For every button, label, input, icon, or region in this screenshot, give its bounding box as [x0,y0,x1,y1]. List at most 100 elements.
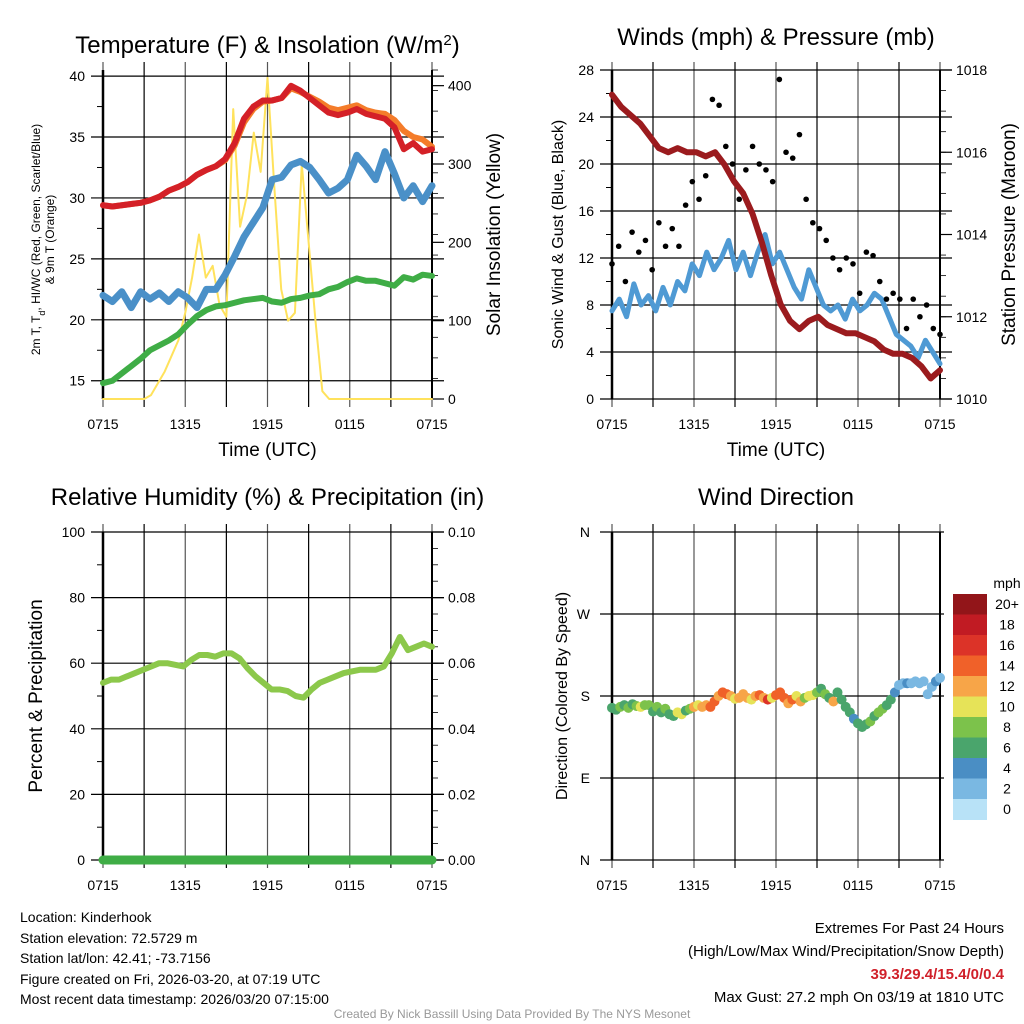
gust-point [890,290,896,297]
direction-point [889,687,900,698]
x-tick-label: 1915 [252,877,283,893]
colorbar-title: mph [993,575,1020,591]
gust-point [702,172,709,179]
colorbar-swatch [953,676,987,697]
panel-humidity: 0715 1315 1915 0115 07150204060801000.000.02… [26,484,484,893]
x-tick-label: 0715 [924,416,955,432]
y2-tick-label: 100 [448,313,472,329]
y-tick-label: N [580,524,590,540]
y2-tick-label: 200 [448,234,472,250]
x-tick-label: 0715 [596,877,627,893]
plot-area [99,76,436,400]
title-close: ) [452,32,460,59]
y2-tick-label: 1014 [956,227,987,243]
y-axis-label-line2: & 9m T (Orange) [43,195,57,285]
colorbar-swatch [953,799,987,820]
x-tick-label: 0115 [843,416,873,432]
x-tick-label: 0715 [416,877,447,893]
gust-point [615,243,622,250]
colorbar-label: 2 [1003,781,1011,797]
gust-point [863,249,870,255]
y-tick-label: 80 [69,590,85,606]
y-tick-label: 16 [578,203,594,219]
gust-point [776,76,783,83]
x-tick-label: 0715 [924,877,955,893]
gust-point [870,252,876,259]
direction-point [828,696,839,707]
colorbar-swatch [953,614,987,636]
gust-point [910,296,917,302]
plot-area [98,633,437,865]
gust-point [789,155,796,161]
gust-point [609,261,615,267]
chart-title: Temperature (F) & Insolation (W/m2) [75,32,459,60]
y-tick-label: 4 [586,344,594,360]
colorbar-label: 12 [999,678,1015,694]
gust-point [709,96,716,103]
chart-title: Winds (mph) & Pressure (mb) [617,24,934,51]
y-tick-label: 25 [69,251,85,267]
x-axis-label: Time (UTC) [727,440,826,461]
elevation-text: Station elevation: 72.5729 m [20,929,198,946]
gust-point [810,219,816,226]
gust-point [850,261,856,267]
gust-point [743,167,749,173]
x-tick-label: 0115 [843,877,873,893]
y-tick-label: 40 [69,721,85,737]
pressure-line [609,91,943,382]
gust-point [622,278,629,285]
x-tick-label: 1315 [170,877,201,893]
panel-temperature: 0715 1315 1915 0115 071515202530354001002003… [29,32,505,462]
y-tick-label: 15 [69,373,85,389]
x-tick-label: 1915 [760,416,791,432]
x-tick-label: 0715 [416,416,447,432]
gust-point [836,266,843,273]
panel-wind-direction: 0715 1315 1915 0115 0715 N E S W N Wind Direction D… [554,484,956,893]
direction-point [918,676,929,687]
gust-point [635,249,642,255]
colorbar: mph 20+ 18 16 14 12 10 8 6 4 2 0 [953,575,1021,820]
direction-point [935,672,945,683]
y2-tick-label: 0.10 [448,524,475,540]
colorbar-swatch [953,717,987,738]
windchill-line [99,148,436,312]
gust-point [682,202,689,208]
y-tick-label: 100 [62,524,86,540]
y-tick-label: N [580,852,590,868]
gust-point [756,161,763,167]
y-tick-label: 60 [69,655,85,671]
y-axis-label: Direction (Colored By Speed) [554,592,571,800]
colorbar-label: 8 [1003,719,1011,735]
x-tick-label: 1315 [678,416,709,432]
gust-point [649,266,655,273]
gust-point [876,278,883,285]
direction-point [885,694,896,705]
y-tick-label: 24 [578,109,594,125]
colorbar-swatch [953,655,987,677]
gust-point [689,178,696,185]
gust-point [716,102,722,109]
extremes-values: 39.3/29.4/15.4/0/0.4 [870,966,1004,983]
y2-tick-label: 1016 [956,144,987,160]
colorbar-swatch [953,778,987,800]
gust-point [722,143,729,150]
latlon-text: Station lat/lon: 42.41; -73.7156 [20,950,211,966]
colorbar-label: 4 [1003,760,1011,776]
y-axis-label-rest: , HI/WC (Red, Green, Scarlet/Blue) [29,124,43,311]
gust-point [769,178,776,185]
gust-point [729,161,736,167]
direction-point [832,687,843,698]
colorbar-label: 14 [999,658,1015,674]
y-axis-label: Percent & Precipitation [26,599,47,792]
created-text: Figure created on Fri, 2026-03-20, at 07… [20,970,321,987]
gust-point [803,196,809,203]
colorbar-label: 18 [999,617,1015,633]
y-tick-label: 28 [578,62,594,78]
x-tick-label: 0715 [596,416,627,432]
wind-speed-line [609,232,943,367]
gust-point [816,225,823,232]
gust-point [796,131,803,138]
x-tick-label: 0715 [87,416,118,432]
y-axis-label: 2m T, Td, HI/WC (Red, Green, Scarlet/Blu… [29,124,47,355]
